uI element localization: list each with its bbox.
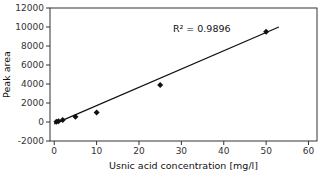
x-tick-label: 0 <box>51 146 57 156</box>
x-tick-label: 20 <box>133 146 145 156</box>
x-tick-label: 40 <box>218 146 230 156</box>
y-tick-label: -2000 <box>18 136 44 146</box>
y-tick <box>46 103 50 104</box>
x-tick <box>266 141 267 145</box>
y-tick <box>46 27 50 28</box>
x-tick <box>223 141 224 145</box>
x-tick-label: 50 <box>260 146 272 156</box>
x-tick <box>96 141 97 145</box>
y-tick <box>46 46 50 47</box>
x-tick <box>139 141 140 145</box>
data-point <box>60 117 66 123</box>
chart-svg: 0 10 20 30 40 50 60 -2000 0 2000 4000 6000 8000 10000… <box>0 0 327 173</box>
plot-frame <box>50 8 317 141</box>
y-tick <box>46 84 50 85</box>
y-tick-label: 2000 <box>21 98 44 108</box>
data-point <box>263 29 269 35</box>
x-tick-label: 60 <box>303 146 315 156</box>
x-tick <box>181 141 182 145</box>
chart-container: 0 10 20 30 40 50 60 -2000 0 2000 4000 6000 8000 10000… <box>0 0 327 173</box>
annotation: R² = 0.9896 <box>173 23 231 34</box>
data-point <box>157 82 163 88</box>
y-tick-label: 10000 <box>15 22 44 32</box>
data-point <box>72 114 78 120</box>
y-axis-label: Peak area <box>1 51 12 98</box>
y-tick-label: 4000 <box>21 79 44 89</box>
y-tick-label: 8000 <box>21 41 44 51</box>
y-tick <box>46 65 50 66</box>
x-tick <box>308 141 309 145</box>
y-tick <box>46 141 50 142</box>
plot-marks <box>53 27 279 125</box>
data-point <box>94 110 100 116</box>
y-tick-label: 0 <box>38 117 44 127</box>
x-tick-label: 30 <box>176 146 188 156</box>
x-axis-label: Usnic acid concentration [mg/l] <box>109 160 258 171</box>
y-tick <box>46 122 50 123</box>
x-tick-label: 10 <box>91 146 103 156</box>
y-tick <box>46 8 50 9</box>
x-tick <box>54 141 55 145</box>
y-tick-label: 12000 <box>15 3 44 13</box>
data-point <box>55 118 61 124</box>
y-tick-label: 6000 <box>21 60 44 70</box>
trend-line <box>54 27 279 124</box>
